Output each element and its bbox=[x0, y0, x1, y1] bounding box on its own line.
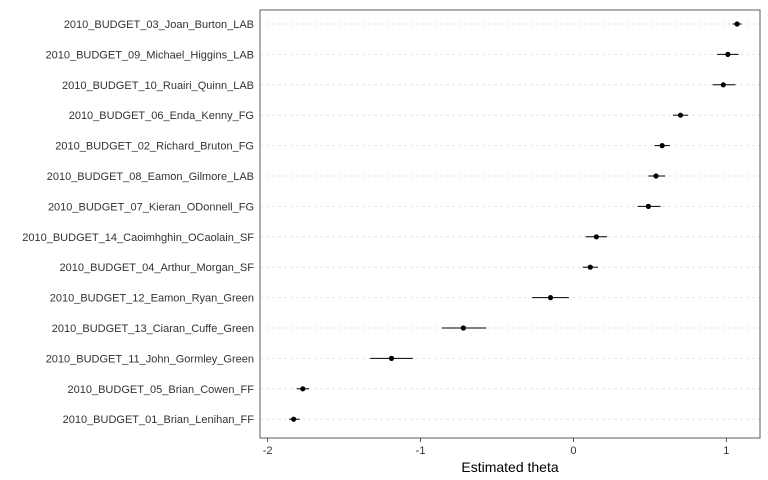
data-point bbox=[587, 264, 593, 270]
data-point bbox=[460, 325, 466, 331]
data-point bbox=[677, 112, 684, 118]
y-tick-label: 2010_BUDGET_02_Richard_Bruton_FG bbox=[55, 141, 254, 153]
plot-panel bbox=[259, 9, 761, 439]
x-tick-label: -1 bbox=[416, 445, 426, 457]
y-tick-label: 2010_BUDGET_13_Ciaran_Cuffe_Green bbox=[52, 323, 254, 335]
grid-lines bbox=[260, 23, 760, 420]
y-tick-label: 2010_BUDGET_12_Eamon_Ryan_Green bbox=[50, 293, 254, 305]
data-point bbox=[645, 203, 651, 209]
y-tick-label: 2010_BUDGET_04_Arthur_Morgan_SF bbox=[60, 262, 255, 274]
y-tick-label: 2010_BUDGET_14_Caoimhghin_OCaolain_SF bbox=[22, 232, 254, 244]
data-point bbox=[653, 173, 659, 179]
data-point bbox=[291, 416, 297, 422]
y-tick-label: 2010_BUDGET_11_John_Gormley_Green bbox=[46, 353, 254, 365]
x-tick-label: 1 bbox=[723, 445, 729, 457]
y-tick-label: 2010_BUDGET_06_Enda_Kenny_FG bbox=[69, 110, 254, 122]
data-point bbox=[720, 82, 726, 88]
data-point bbox=[725, 51, 731, 58]
y-tick-label: 2010_BUDGET_01_Brian_Lenihan_FF bbox=[63, 414, 255, 426]
data-point bbox=[734, 21, 740, 27]
y-axis-labels: 2010_BUDGET_03_Joan_Burton_LAB 2010_BUDGE… bbox=[22, 19, 254, 426]
data-point bbox=[593, 234, 599, 240]
y-tick-label: 2010_BUDGET_07_Kieran_ODonnell_FG bbox=[48, 201, 254, 213]
y-tick-label: 2010_BUDGET_09_Michael_Higgins_LAB bbox=[45, 49, 254, 61]
data-point bbox=[659, 143, 665, 149]
y-tick-label: 2010_BUDGET_08_Eamon_Gilmore_LAB bbox=[47, 171, 254, 183]
x-axis-title: Estimated theta bbox=[461, 459, 558, 475]
x-tick-label: 0 bbox=[570, 445, 576, 457]
data-marks bbox=[289, 21, 742, 422]
data-point bbox=[300, 386, 306, 392]
y-tick-label: 2010_BUDGET_10_Ruairi_Quinn_LAB bbox=[62, 80, 254, 92]
x-tick-label: -2 bbox=[263, 445, 273, 457]
y-tick-label: 2010_BUDGET_03_Joan_Burton_LAB bbox=[64, 19, 254, 31]
x-axis: -2 -1 0 1 bbox=[263, 438, 729, 457]
y-tick-label: 2010_BUDGET_05_Brian_Cowen_FF bbox=[68, 384, 255, 396]
data-point bbox=[388, 355, 395, 361]
data-point bbox=[547, 295, 554, 301]
